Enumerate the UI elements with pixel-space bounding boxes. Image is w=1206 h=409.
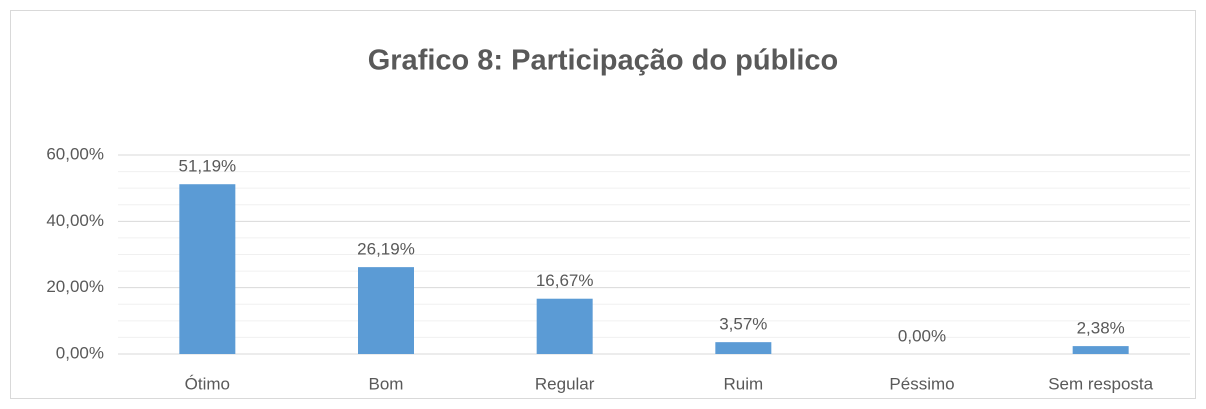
y-tick-label: 20,00% — [46, 277, 104, 296]
y-tick-label: 0,00% — [56, 343, 104, 362]
x-tick-label: Regular — [535, 374, 595, 393]
bar — [179, 184, 236, 354]
bar — [536, 298, 593, 354]
bar — [1072, 346, 1129, 354]
x-tick-label: Ruim — [723, 374, 763, 393]
x-tick-label: Ótimo — [185, 374, 230, 393]
data-label: 51,19% — [178, 157, 236, 176]
bar — [358, 267, 414, 354]
data-label: 26,19% — [357, 240, 415, 259]
x-tick-label: Bom — [369, 374, 404, 393]
y-tick-label: 60,00% — [46, 144, 104, 163]
y-tick-label: 40,00% — [46, 211, 104, 230]
data-label: 2,38% — [1077, 319, 1125, 338]
chart-title: Grafico 8: Participação do público — [368, 45, 839, 77]
data-label: 0,00% — [898, 326, 946, 345]
bar — [715, 342, 772, 354]
x-tick-label: Péssimo — [889, 374, 954, 393]
data-label: 3,57% — [719, 315, 767, 334]
x-tick-label: Sem resposta — [1048, 374, 1153, 393]
data-label: 16,67% — [536, 271, 594, 290]
